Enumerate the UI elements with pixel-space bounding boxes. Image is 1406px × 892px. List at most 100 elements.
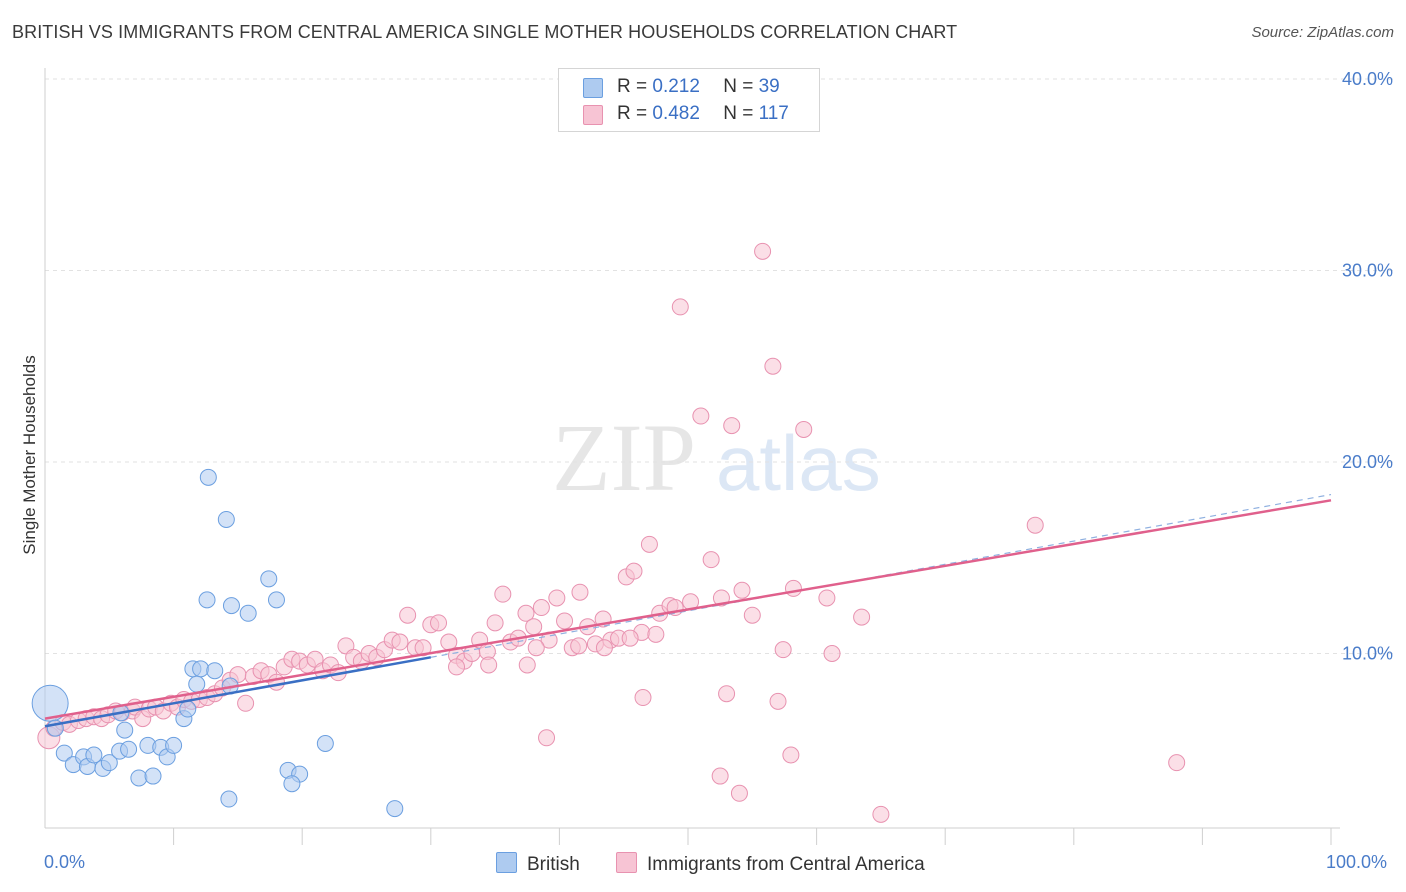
- data-point-british: [192, 660, 210, 678]
- legend-n-value-british: 39: [758, 76, 780, 97]
- data-point-british: [283, 775, 301, 793]
- data-point-british: [267, 591, 285, 609]
- correlation-legend: R = 0.212 N = 39 R = 0.482 N = 117: [558, 68, 820, 132]
- data-point-central-america: [718, 685, 736, 703]
- data-point-british: [31, 684, 69, 722]
- y-tick-label: 30.0%: [1342, 261, 1393, 281]
- data-point-british: [116, 721, 134, 739]
- data-point-british: [100, 754, 118, 772]
- watermark-zip: ZIP: [552, 404, 696, 511]
- data-point-central-america: [237, 694, 255, 712]
- source-credit: Source: ZipAtlas.com: [1251, 24, 1394, 41]
- data-point-central-america: [267, 673, 285, 691]
- data-point-british: [260, 570, 278, 588]
- data-point-central-america: [480, 656, 498, 674]
- trend-line-british-extension: [430, 493, 1332, 658]
- data-point-british: [188, 675, 206, 693]
- data-point-british: [120, 740, 138, 758]
- data-point-central-america: [399, 606, 417, 624]
- data-point-central-america: [414, 639, 432, 657]
- bottom-legend-label-british: British: [527, 854, 580, 875]
- data-point-central-america: [640, 535, 658, 553]
- legend-swatch-central-america: [583, 105, 603, 125]
- data-point-central-america: [518, 656, 536, 674]
- data-point-central-america: [448, 658, 466, 676]
- data-point-central-america: [517, 604, 535, 622]
- data-point-central-america: [1026, 516, 1044, 534]
- legend-n-label: N =: [723, 103, 759, 124]
- data-point-central-america: [818, 589, 836, 607]
- legend-row-central-america: R = 0.482 N = 117: [583, 103, 789, 125]
- bottom-legend-label-central-america: Immigrants from Central America: [647, 854, 925, 875]
- data-point-british: [199, 468, 217, 486]
- data-point-central-america: [1168, 754, 1186, 772]
- bottom-legend-british: British: [496, 852, 580, 876]
- data-point-central-america: [774, 641, 792, 659]
- y-tick-label: 10.0%: [1342, 644, 1393, 664]
- data-point-british: [206, 662, 224, 680]
- y-axis-label: Single Mother Households: [20, 355, 39, 554]
- data-point-central-america: [692, 407, 710, 425]
- data-point-central-america: [769, 692, 787, 710]
- series-british-points: [31, 468, 404, 818]
- bottom-legend-swatch-british: [496, 852, 517, 873]
- x-tick-label-max: 100.0%: [1326, 852, 1387, 872]
- x-tick-marks: [173, 828, 1332, 845]
- legend-row-british: R = 0.212 N = 39: [583, 76, 780, 98]
- data-point-british: [130, 769, 148, 787]
- y-tick-labels: 10.0% 20.0% 30.0% 40.0%: [1342, 69, 1393, 664]
- data-point-central-america: [527, 639, 545, 657]
- data-point-british: [222, 597, 240, 615]
- data-point-central-america: [556, 612, 574, 630]
- data-point-central-america: [872, 805, 890, 823]
- series-central-america-points: [37, 242, 1186, 823]
- data-point-central-america: [571, 583, 589, 601]
- data-point-british: [217, 510, 235, 528]
- data-point-central-america: [764, 357, 782, 375]
- data-point-british: [165, 736, 183, 754]
- legend-r-value-british: 0.212: [652, 76, 700, 97]
- data-point-central-america: [782, 746, 800, 764]
- data-point-central-america: [391, 633, 409, 651]
- data-point-central-america: [795, 420, 813, 438]
- data-point-central-america: [853, 608, 871, 626]
- y-tick-label: 20.0%: [1342, 452, 1393, 472]
- data-point-central-america: [823, 645, 841, 662]
- data-point-central-america: [494, 585, 512, 603]
- data-point-central-america: [702, 551, 720, 569]
- bottom-legend-central-america: Immigrants from Central America: [616, 852, 925, 876]
- watermark: ZIP atlas: [552, 404, 881, 511]
- trend-line-central-america: [44, 499, 1332, 720]
- legend-r-label: R =: [617, 103, 653, 124]
- trend-lines: [44, 493, 1332, 728]
- legend-r-label: R =: [617, 76, 653, 97]
- data-point-british: [386, 800, 404, 818]
- x-tick-label-min: 0.0%: [44, 852, 85, 872]
- data-point-central-america: [532, 599, 550, 617]
- data-point-central-america: [430, 614, 448, 632]
- data-point-central-america: [570, 637, 588, 655]
- chart-title: BRITISH VS IMMIGRANTS FROM CENTRAL AMERI…: [12, 22, 958, 42]
- legend-r-value-central-america: 0.482: [652, 103, 700, 124]
- legend-swatch-british: [583, 78, 603, 98]
- data-point-central-america: [621, 629, 639, 647]
- data-point-central-america: [784, 579, 802, 597]
- data-point-central-america: [754, 242, 772, 260]
- data-point-british: [198, 591, 216, 609]
- data-point-british: [144, 767, 162, 785]
- data-point-central-america: [743, 606, 761, 624]
- data-point-central-america: [625, 562, 643, 580]
- grid-lines: [45, 78, 1395, 654]
- data-point-central-america: [538, 729, 556, 747]
- bottom-legend-swatch-central-america: [616, 852, 637, 873]
- data-point-central-america: [723, 417, 741, 435]
- data-point-central-america: [595, 639, 613, 657]
- legend-n-value-central-america: 117: [758, 103, 789, 124]
- data-point-british: [239, 604, 257, 622]
- data-point-british: [179, 700, 197, 718]
- data-point-british: [316, 735, 334, 753]
- data-point-central-america: [671, 298, 689, 316]
- data-point-central-america: [548, 589, 566, 607]
- data-point-central-america: [730, 784, 748, 802]
